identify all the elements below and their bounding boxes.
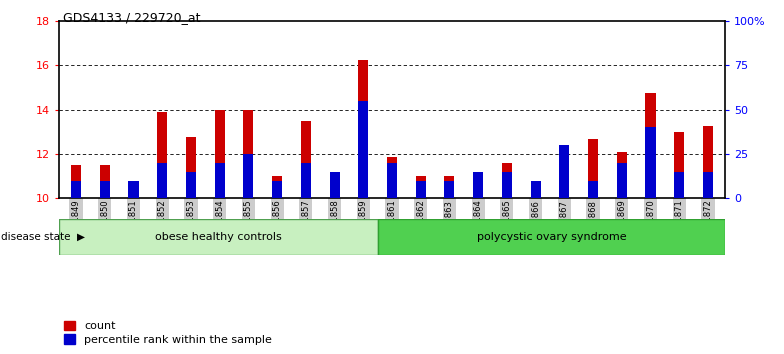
Bar (301, 163, 310, 198)
Bar (157, 163, 167, 198)
Bar (559, 194, 569, 198)
Bar (378, 219, 725, 255)
Bar (617, 163, 627, 198)
Bar (100, 165, 110, 198)
Legend: count, percentile rank within the sample: count, percentile rank within the sample (64, 321, 272, 345)
Bar (186, 137, 196, 198)
Bar (272, 181, 282, 198)
Bar (703, 172, 713, 198)
Bar (129, 185, 139, 198)
Bar (215, 110, 225, 198)
Bar (71, 165, 81, 198)
Text: polycystic ovary syndrome: polycystic ovary syndrome (477, 232, 626, 242)
Bar (301, 121, 310, 198)
Bar (645, 127, 655, 198)
Bar (387, 163, 397, 198)
Bar (531, 181, 541, 198)
Bar (674, 132, 684, 198)
Bar (502, 172, 512, 198)
Bar (243, 110, 253, 198)
Bar (674, 172, 684, 198)
Bar (215, 163, 225, 198)
Bar (59, 219, 378, 255)
Bar (129, 181, 139, 198)
Bar (474, 172, 483, 198)
Bar (71, 181, 81, 198)
Bar (588, 181, 598, 198)
Bar (243, 154, 253, 198)
Bar (329, 172, 339, 198)
Bar (157, 112, 167, 198)
Bar (416, 181, 426, 198)
Bar (186, 172, 196, 198)
Bar (531, 185, 541, 198)
Text: obese healthy controls: obese healthy controls (154, 232, 281, 242)
Bar (445, 181, 455, 198)
Bar (272, 176, 282, 198)
Bar (387, 157, 397, 198)
Bar (588, 138, 598, 198)
Text: GDS4133 / 229720_at: GDS4133 / 229720_at (63, 11, 200, 24)
Bar (358, 101, 368, 198)
Bar (645, 93, 655, 198)
Bar (100, 181, 110, 198)
Bar (445, 176, 455, 198)
Bar (617, 152, 627, 198)
Bar (502, 163, 512, 198)
Bar (559, 145, 569, 198)
Bar (474, 176, 483, 198)
Bar (416, 176, 426, 198)
Bar (703, 126, 713, 198)
Text: disease state  ▶: disease state ▶ (1, 232, 85, 242)
Bar (358, 60, 368, 198)
Bar (329, 188, 339, 198)
